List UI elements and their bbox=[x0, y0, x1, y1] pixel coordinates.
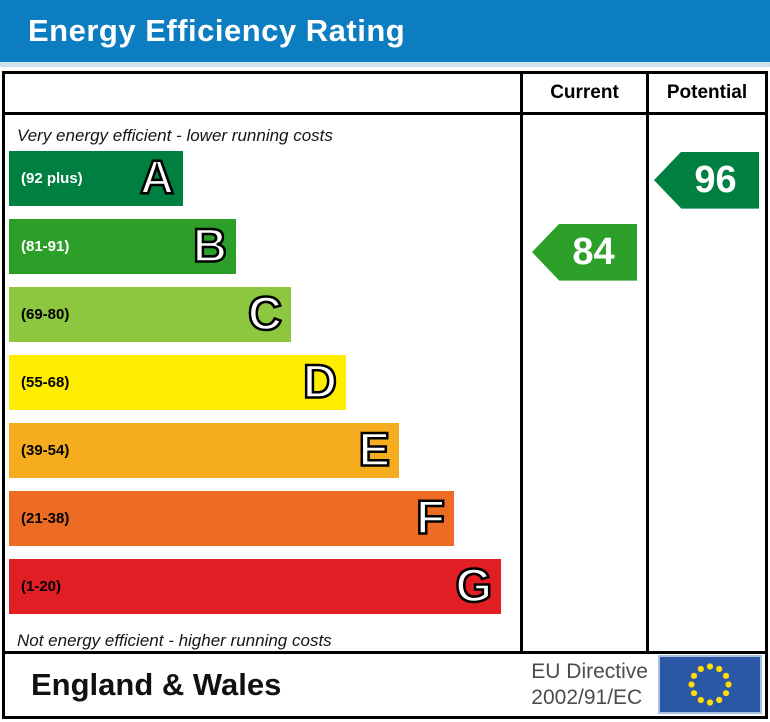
band-b-range: (81-91) bbox=[21, 237, 70, 255]
band-a-range: (92 plus) bbox=[21, 169, 83, 187]
band-d-letter: D bbox=[302, 354, 338, 408]
top-note: Very energy efficient - lower running co… bbox=[17, 125, 333, 145]
band-g: (1-20) G bbox=[9, 558, 501, 614]
table-body-row: Very energy efficient - lower running co… bbox=[5, 114, 765, 654]
band-d: (55-68) D bbox=[9, 354, 346, 410]
band-c-letter: C bbox=[247, 286, 283, 340]
table-header-row: Current Potential bbox=[5, 74, 765, 115]
eu-flag-icon bbox=[658, 655, 762, 715]
column-header-current: Current bbox=[520, 74, 646, 112]
band-f-letter: F bbox=[415, 490, 446, 544]
band-b-letter: B bbox=[192, 218, 228, 272]
band-f: (21-38) F bbox=[9, 490, 454, 546]
rating-scale-cell: Very energy efficient - lower running co… bbox=[5, 115, 520, 651]
current-rating-arrow: 84 bbox=[532, 223, 637, 281]
eu-directive-line1: EU Directive bbox=[531, 659, 648, 683]
potential-rating-arrow: 96 bbox=[654, 151, 759, 209]
region-label: England & Wales bbox=[31, 666, 282, 702]
band-d-range: (55-68) bbox=[21, 373, 70, 391]
table-footer-row: England & Wales EU Directive 2002/91/EC bbox=[5, 654, 765, 716]
band-b: (81-91) B bbox=[9, 218, 236, 274]
current-rating-cell: 84 bbox=[520, 114, 646, 651]
band-a: (92 plus) A bbox=[9, 150, 183, 206]
header-spacer-cell bbox=[5, 74, 520, 112]
page-title: Energy Efficiency Rating bbox=[28, 13, 406, 48]
current-rating-value: 84 bbox=[572, 230, 615, 273]
bottom-note: Not energy efficient - higher running co… bbox=[17, 630, 332, 650]
column-header-potential: Potential bbox=[646, 74, 765, 112]
band-e: (39-54) E bbox=[9, 422, 399, 478]
eu-directive-label: EU Directive 2002/91/EC bbox=[531, 659, 658, 711]
band-c-range: (69-80) bbox=[21, 305, 70, 323]
band-g-range: (1-20) bbox=[21, 577, 62, 595]
potential-rating-value: 96 bbox=[694, 158, 737, 201]
title-bar: Energy Efficiency Rating bbox=[0, 0, 770, 62]
eu-directive-line2: 2002/91/EC bbox=[531, 685, 643, 709]
title-bar-strip bbox=[0, 62, 770, 67]
band-e-range: (39-54) bbox=[21, 441, 70, 459]
epc-table: Current Potential Very energy efficient … bbox=[2, 71, 768, 719]
band-g-letter: G bbox=[454, 558, 493, 612]
band-a-letter: A bbox=[139, 150, 175, 204]
band-e-letter: E bbox=[357, 422, 391, 476]
potential-rating-cell: 96 bbox=[646, 114, 765, 651]
band-c: (69-80) C bbox=[9, 286, 291, 342]
band-f-range: (21-38) bbox=[21, 509, 70, 527]
